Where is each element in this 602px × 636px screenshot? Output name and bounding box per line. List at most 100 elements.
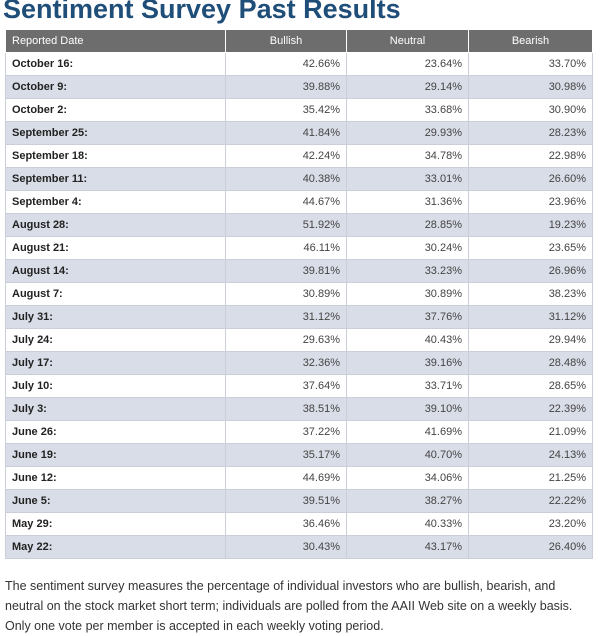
bearish-cell: 26.96% <box>468 259 593 283</box>
bullish-cell: 30.89% <box>225 282 347 306</box>
bearish-cell: 23.65% <box>468 236 593 260</box>
bullish-cell: 29.63% <box>225 328 347 352</box>
table-row: August 21: 46.11% 30.24% 23.65% <box>5 236 593 260</box>
bearish-cell: 26.40% <box>468 535 593 559</box>
date-cell: June 19: <box>5 443 226 467</box>
bullish-cell: 40.38% <box>225 167 347 191</box>
table-row: October 9: 39.88% 29.14% 30.98% <box>5 75 593 99</box>
bullish-cell: 51.92% <box>225 213 347 237</box>
table-row: September 18: 42.24% 34.78% 22.98% <box>5 144 593 168</box>
neutral-cell: 34.06% <box>346 466 469 490</box>
table-body: October 16: 42.66% 23.64% 33.70% October 9: 3… <box>5 52 593 559</box>
date-cell: August 21: <box>5 236 226 260</box>
neutral-cell: 33.01% <box>346 167 469 191</box>
bearish-cell: 33.70% <box>468 52 593 76</box>
date-cell: May 22: <box>5 535 226 559</box>
table-row: August 7: 30.89% 30.89% 38.23% <box>5 282 593 306</box>
date-cell: September 18: <box>5 144 226 168</box>
neutral-cell: 40.43% <box>346 328 469 352</box>
bearish-cell: 28.65% <box>468 374 593 398</box>
table-row: June 19: 35.17% 40.70% 24.13% <box>5 443 593 467</box>
table-row: September 4: 44.67% 31.36% 23.96% <box>5 190 593 214</box>
table-row: September 25: 41.84% 29.93% 28.23% <box>5 121 593 145</box>
table-header-row: Reported Date Bullish Neutral Bearish <box>5 29 593 53</box>
sentiment-results-table: Reported Date Bullish Neutral Bearish Oc… <box>5 29 593 559</box>
table-row: July 24: 29.63% 40.43% 29.94% <box>5 328 593 352</box>
date-cell: September 11: <box>5 167 226 191</box>
bearish-cell: 26.60% <box>468 167 593 191</box>
neutral-cell: 43.17% <box>346 535 469 559</box>
bearish-cell: 22.22% <box>468 489 593 513</box>
bearish-cell: 28.23% <box>468 121 593 145</box>
neutral-cell: 33.23% <box>346 259 469 283</box>
table-row: June 5: 39.51% 38.27% 22.22% <box>5 489 593 513</box>
bullish-cell: 32.36% <box>225 351 347 375</box>
bullish-cell: 44.69% <box>225 466 347 490</box>
date-cell: October 16: <box>5 52 226 76</box>
neutral-cell: 33.68% <box>346 98 469 122</box>
date-cell: July 17: <box>5 351 226 375</box>
bullish-cell: 35.17% <box>225 443 347 467</box>
neutral-cell: 41.69% <box>346 420 469 444</box>
column-header-bullish: Bullish <box>225 29 347 53</box>
bearish-cell: 23.96% <box>468 190 593 214</box>
bearish-cell: 31.12% <box>468 305 593 329</box>
date-cell: August 14: <box>5 259 226 283</box>
bullish-cell: 39.51% <box>225 489 347 513</box>
table-row: June 26: 37.22% 41.69% 21.09% <box>5 420 593 444</box>
neutral-cell: 30.89% <box>346 282 469 306</box>
table-row: May 22: 30.43% 43.17% 26.40% <box>5 535 593 559</box>
date-cell: July 31: <box>5 305 226 329</box>
table-row: July 10: 37.64% 33.71% 28.65% <box>5 374 593 398</box>
bullish-cell: 46.11% <box>225 236 347 260</box>
table-row: October 2: 35.42% 33.68% 30.90% <box>5 98 593 122</box>
table-row: October 16: 42.66% 23.64% 33.70% <box>5 52 593 76</box>
bearish-cell: 23.20% <box>468 512 593 536</box>
table-row: May 29: 36.46% 40.33% 23.20% <box>5 512 593 536</box>
bearish-cell: 19.23% <box>468 213 593 237</box>
column-header-neutral: Neutral <box>346 29 469 53</box>
survey-description: The sentiment survey measures the percen… <box>5 579 573 633</box>
neutral-cell: 31.36% <box>346 190 469 214</box>
neutral-cell: 34.78% <box>346 144 469 168</box>
date-cell: October 2: <box>5 98 226 122</box>
bullish-cell: 37.64% <box>225 374 347 398</box>
bearish-cell: 29.94% <box>468 328 593 352</box>
date-cell: July 10: <box>5 374 226 398</box>
date-cell: September 25: <box>5 121 226 145</box>
neutral-cell: 23.64% <box>346 52 469 76</box>
neutral-cell: 37.76% <box>346 305 469 329</box>
bullish-cell: 39.81% <box>225 259 347 283</box>
bearish-cell: 30.98% <box>468 75 593 99</box>
date-cell: August 28: <box>5 213 226 237</box>
bearish-cell: 21.09% <box>468 420 593 444</box>
neutral-cell: 40.70% <box>346 443 469 467</box>
bearish-cell: 38.23% <box>468 282 593 306</box>
column-header-reported-date: Reported Date <box>5 29 226 53</box>
date-cell: June 12: <box>5 466 226 490</box>
table-row: September 11: 40.38% 33.01% 26.60% <box>5 167 593 191</box>
bullish-cell: 30.43% <box>225 535 347 559</box>
date-cell: July 24: <box>5 328 226 352</box>
bullish-cell: 31.12% <box>225 305 347 329</box>
bearish-cell: 24.13% <box>468 443 593 467</box>
page-title: Sentiment Survey Past Results <box>3 0 401 24</box>
table-row: July 17: 32.36% 39.16% 28.48% <box>5 351 593 375</box>
neutral-cell: 39.16% <box>346 351 469 375</box>
bearish-cell: 30.90% <box>468 98 593 122</box>
neutral-cell: 30.24% <box>346 236 469 260</box>
date-cell: September 4: <box>5 190 226 214</box>
neutral-cell: 29.14% <box>346 75 469 99</box>
bullish-cell: 41.84% <box>225 121 347 145</box>
date-cell: June 5: <box>5 489 226 513</box>
neutral-cell: 29.93% <box>346 121 469 145</box>
date-cell: October 9: <box>5 75 226 99</box>
neutral-cell: 28.85% <box>346 213 469 237</box>
column-header-bearish: Bearish <box>468 29 593 53</box>
bullish-cell: 42.66% <box>225 52 347 76</box>
bullish-cell: 35.42% <box>225 98 347 122</box>
date-cell: July 3: <box>5 397 226 421</box>
table-row: August 28: 51.92% 28.85% 19.23% <box>5 213 593 237</box>
date-cell: August 7: <box>5 282 226 306</box>
date-cell: June 26: <box>5 420 226 444</box>
